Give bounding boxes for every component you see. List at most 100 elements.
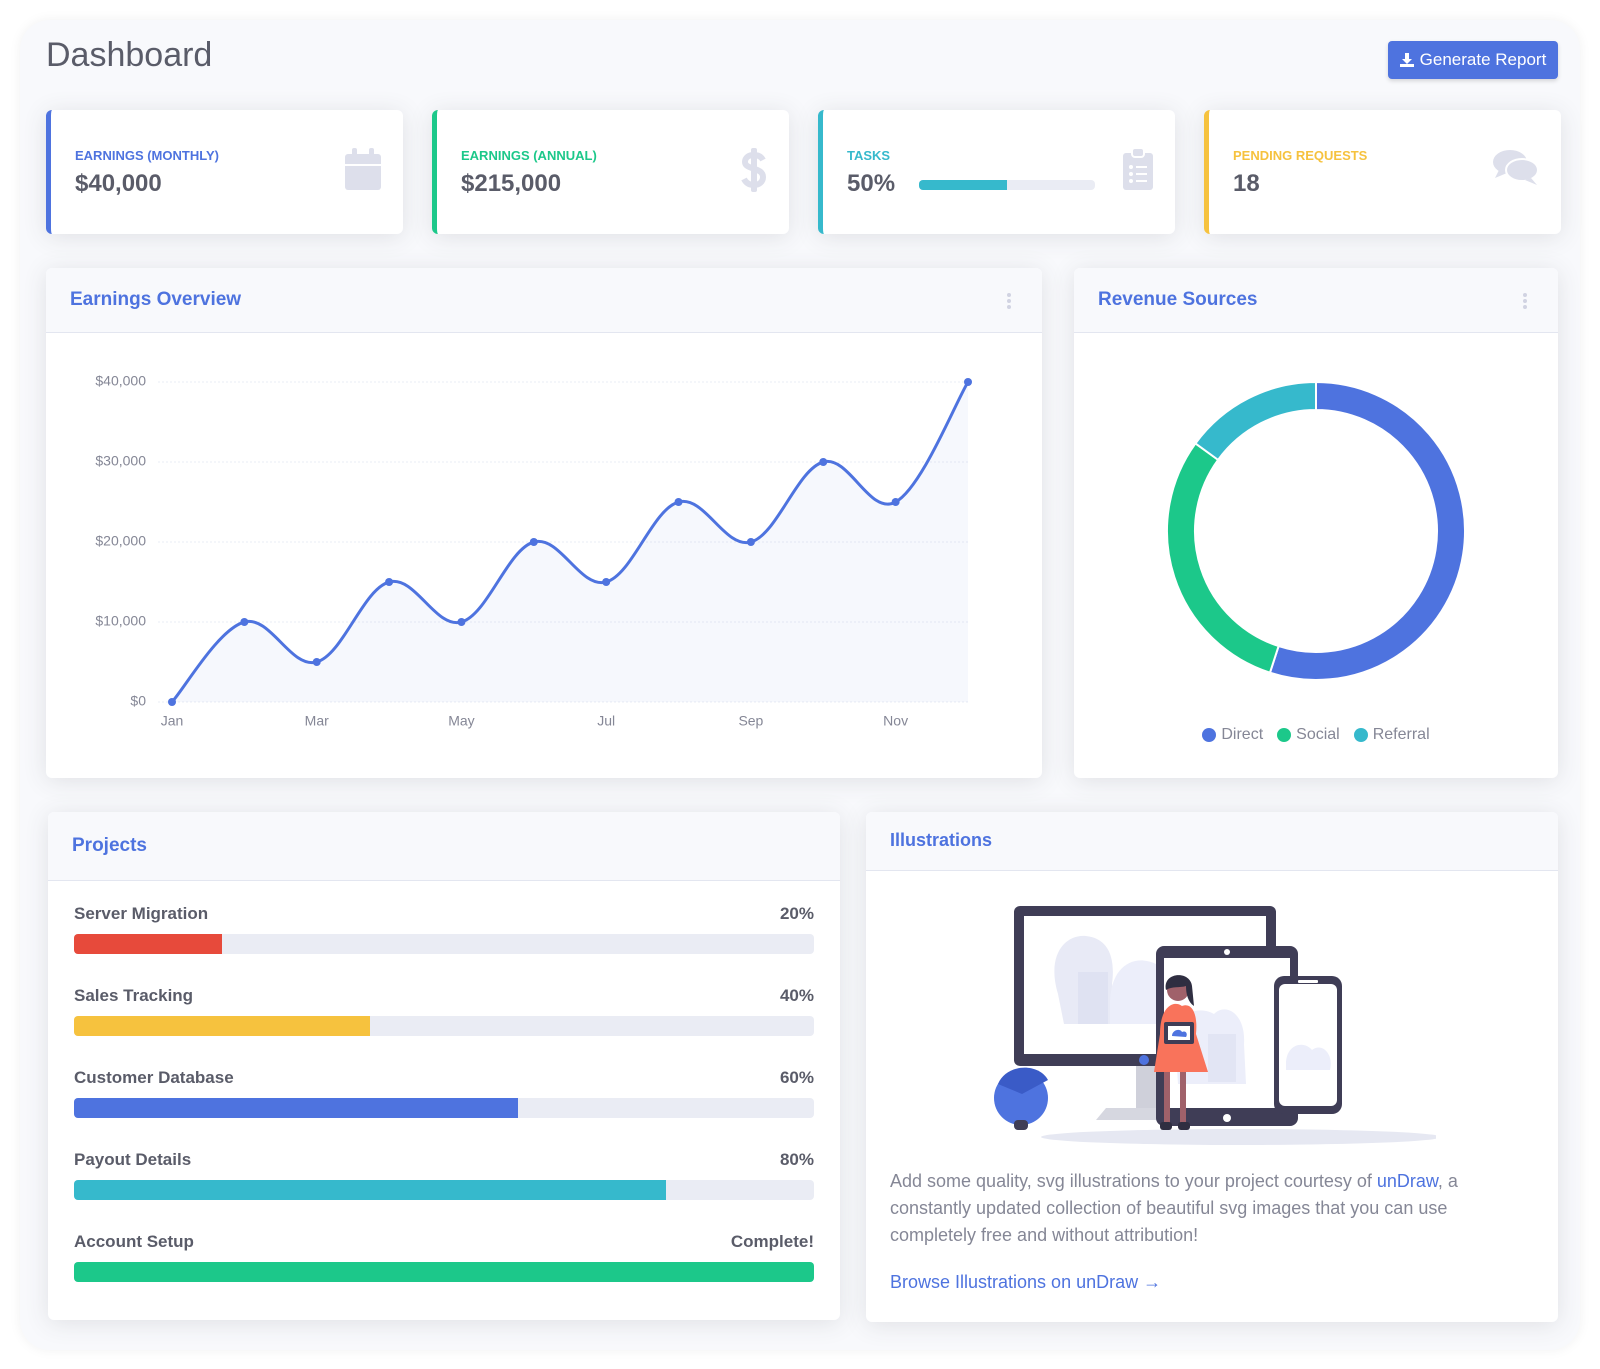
illustrations-card: Illustrations Add some quality, svg illu… (866, 812, 1558, 1322)
project-name: Customer Database (74, 1068, 234, 1087)
revenue-card: Revenue Sources Direct Social Referral (1074, 268, 1558, 778)
dollar-icon (741, 148, 767, 192)
progress-bar (74, 1016, 370, 1036)
earnings-card: Earnings Overview $0 $10,000 $20,000 $30,00… (46, 268, 1042, 778)
progress-bar (74, 934, 222, 954)
legend-item: Referral (1353, 726, 1430, 744)
progress-track (74, 1016, 814, 1036)
progress-bar (74, 1098, 518, 1118)
donut-segment (1268, 380, 1466, 681)
progress-track (74, 1262, 814, 1282)
project-percent: 20% (779, 904, 814, 923)
legend-item: Social (1277, 726, 1340, 744)
line-chart: $0 $10,000 $20,000 $30,000 $40,000 Jan Mar May J… (95, 373, 972, 729)
point (891, 498, 900, 506)
progress-bar (74, 1180, 666, 1200)
point (240, 618, 249, 626)
point (819, 458, 828, 466)
illustration (994, 906, 1436, 1145)
stat-label: PENDING REQUESTS (1233, 148, 1368, 163)
project-name: Server Migration (74, 904, 209, 923)
button-label: Generate Report (1419, 50, 1547, 69)
y-tick-label: $10,000 (95, 613, 146, 629)
x-tick-label: Jul (597, 713, 615, 729)
point (529, 538, 538, 546)
browse-link[interactable]: Browse Illustrations on unDraw → (890, 1272, 1162, 1292)
legend-label: Referral (1372, 726, 1430, 743)
x-tick-label: Mar (305, 713, 329, 729)
menu-icon[interactable] (1006, 292, 1012, 310)
clipboard-icon (1123, 148, 1153, 190)
undraw-link[interactable]: unDraw (1376, 1171, 1438, 1191)
card-header: Earnings Overview (46, 268, 1042, 333)
x-tick-label: Jan (161, 713, 184, 729)
donut-chart (1166, 380, 1466, 681)
page-title: Dashboard (46, 36, 213, 74)
task-progress-bar (919, 180, 1007, 190)
y-tick-label: $30,000 (95, 453, 146, 469)
legend: Direct Social Referral (1074, 726, 1558, 744)
progress-bar (74, 1262, 814, 1282)
calendar-icon (345, 148, 381, 190)
project-percent: Complete! (730, 1232, 814, 1251)
legend-label: Direct (1221, 726, 1264, 743)
stat-value: $40,000 (75, 170, 162, 197)
task-progress-track (919, 180, 1095, 190)
stat-card: EARNINGS (MONTHLY) $40,000 (46, 110, 403, 234)
stat-value: 50% (847, 170, 896, 197)
point (457, 618, 466, 626)
menu-icon[interactable] (1522, 292, 1528, 310)
generate-report-button[interactable]: Generate Report (1388, 41, 1558, 79)
project-name: Sales Tracking (74, 986, 194, 1005)
project-name: Payout Details (74, 1150, 192, 1169)
donut-segment (1166, 442, 1280, 674)
point (602, 578, 611, 586)
legend-swatch (1277, 728, 1292, 742)
x-tick-label: May (448, 713, 474, 729)
projects-card: Projects Server Migration 20% Sales Tracki… (48, 812, 840, 1320)
y-tick-label: $40,000 (95, 373, 146, 389)
stat-card: EARNINGS (ANNUAL) $215,000 (432, 110, 789, 234)
progress-track (74, 1180, 814, 1200)
stat-value: $215,000 (461, 170, 562, 197)
stat-card: PENDING REQUESTS 18 (1204, 110, 1561, 234)
card-title: Earnings Overview (70, 289, 242, 310)
project-percent: 60% (779, 1068, 814, 1087)
legend-item: Direct (1202, 726, 1263, 744)
point (674, 498, 683, 506)
x-tick-label: Sep (738, 713, 763, 729)
card-header: Projects (48, 812, 840, 881)
card-title: Projects (72, 835, 147, 856)
card-title: Revenue Sources (1098, 289, 1258, 310)
illustrations-text: Add some quality, svg illustrations to y… (890, 1168, 1510, 1249)
point (385, 578, 394, 586)
project-name: Account Setup (74, 1232, 194, 1251)
y-tick-label: $20,000 (95, 533, 146, 549)
text: Add some quality, svg illustrations to y… (890, 1171, 1377, 1191)
progress-track (74, 934, 814, 954)
comments-icon (1493, 150, 1539, 185)
stat-label: EARNINGS (ANNUAL) (461, 148, 597, 163)
line-area (172, 382, 968, 702)
stat-value: 18 (1233, 170, 1260, 197)
point (168, 698, 176, 706)
text: , a constantly updated collection of bea… (890, 1171, 1458, 1245)
legend-swatch (1353, 728, 1368, 742)
card-header: Revenue Sources (1074, 268, 1558, 333)
legend-label: Social (1296, 726, 1340, 743)
project-percent: 80% (779, 1150, 814, 1169)
download-icon (1399, 53, 1414, 67)
project-percent: 40% (779, 986, 814, 1005)
donut-segment (1194, 380, 1317, 462)
point (312, 658, 321, 666)
x-tick-label: Nov (883, 713, 908, 729)
stat-label: TASKS (847, 148, 891, 163)
stat-label: EARNINGS (MONTHLY) (75, 148, 219, 163)
point (746, 538, 755, 546)
point (964, 378, 972, 386)
card-header: Illustrations (866, 812, 1558, 871)
legend-swatch (1202, 728, 1217, 742)
progress-track (74, 1098, 814, 1118)
card-title: Illustrations (890, 830, 993, 850)
